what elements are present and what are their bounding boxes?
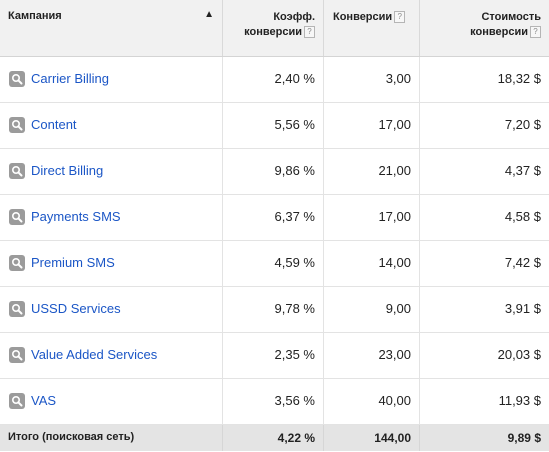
conversions-cell: 3,00: [324, 57, 420, 102]
campaign-cell: Value Added Services: [0, 333, 223, 378]
table-row: Payments SMS 6,37 % 17,00 4,58 $: [0, 195, 549, 241]
search-icon[interactable]: [9, 301, 25, 317]
campaign-link[interactable]: Content: [31, 117, 77, 132]
cost-per-conv-cell: 4,58 $: [504, 209, 541, 224]
table-row: Direct Billing 9,86 % 21,00 4,37 $: [0, 149, 549, 195]
cost-per-conv-cell: 20,03 $: [497, 347, 541, 362]
table-row: Content 5,56 % 17,00 7,20 $: [0, 103, 549, 149]
conv-rate-cell: 2,40 %: [223, 57, 324, 102]
column-header-campaign-label: Кампания: [8, 10, 62, 22]
conversions-cell: 14,00: [324, 241, 420, 286]
cost-per-conv-cell: 7,42 $: [504, 255, 541, 270]
column-header-cost-per-conv[interactable]: Стоимость конверсии?: [420, 0, 549, 56]
campaign-link[interactable]: USSD Services: [31, 301, 121, 316]
total-cost-per-conv: 9,89 $: [507, 431, 541, 445]
conv-rate-cell: 2,35 %: [223, 333, 324, 378]
conv-rate-cell: 6,37 %: [223, 195, 324, 240]
table-row: USSD Services 9,78 % 9,00 3,91 $: [0, 287, 549, 333]
column-header-conv-rate[interactable]: Коэфф. конверсии?: [223, 0, 324, 56]
campaign-cell: Payments SMS: [0, 195, 223, 240]
table-row: Premium SMS 4,59 % 14,00 7,42 $: [0, 241, 549, 287]
conv-rate-cell: 4,59 %: [223, 241, 324, 286]
conv-rate-cell: 9,86 %: [223, 149, 324, 194]
column-header-conversions[interactable]: Конверсии?: [324, 0, 420, 56]
column-header-cost-line1: Стоимость: [481, 11, 541, 23]
table-body: Carrier Billing 2,40 % 3,00 18,32 $ Content 5…: [0, 57, 549, 425]
table-header: Кампания ▲ Коэфф. конверсии? Конверсии? …: [0, 0, 549, 57]
cost-per-conv-cell: 11,93 $: [498, 393, 541, 408]
conversions-cell: 9,00: [324, 287, 420, 332]
search-icon[interactable]: [9, 163, 25, 179]
campaign-cell: VAS: [0, 379, 223, 424]
search-icon[interactable]: [9, 393, 25, 409]
help-icon[interactable]: ?: [394, 11, 406, 24]
conv-rate-cell: 3,56 %: [223, 379, 324, 424]
column-header-conv-rate-line2: конверсии: [244, 26, 302, 38]
table-row: Carrier Billing 2,40 % 3,00 18,32 $: [0, 57, 549, 103]
total-conversions: 144,00: [324, 425, 420, 451]
cost-per-conv-cell: 3,91 $: [504, 301, 541, 316]
campaign-cell: Direct Billing: [0, 149, 223, 194]
help-icon[interactable]: ?: [530, 26, 541, 39]
search-icon[interactable]: [9, 209, 25, 225]
table-row: Value Added Services 2,35 % 23,00 20,03 $: [0, 333, 549, 379]
help-icon[interactable]: ?: [304, 26, 315, 39]
column-header-campaign[interactable]: Кампания ▲: [0, 0, 223, 56]
column-header-conversions-label: Конверсии: [333, 11, 393, 23]
table-row: VAS 3,56 % 40,00 11,93 $: [0, 379, 549, 425]
campaign-link[interactable]: VAS: [31, 393, 57, 408]
search-icon[interactable]: [9, 117, 25, 133]
column-header-conv-rate-line1: Коэфф.: [273, 11, 315, 23]
search-icon[interactable]: [9, 255, 25, 271]
cost-per-conv-cell: 7,20 $: [504, 117, 541, 132]
campaign-link[interactable]: Value Added Services: [31, 347, 158, 362]
search-icon[interactable]: [9, 71, 25, 87]
total-row: Итого (поисковая сеть) 4,22 % 144,00 9,8…: [0, 425, 549, 451]
campaign-link[interactable]: Direct Billing: [31, 163, 104, 178]
conversions-cell: 40,00: [324, 379, 420, 424]
conversions-cell: 21,00: [324, 149, 420, 194]
conv-rate-cell: 9,78 %: [223, 287, 324, 332]
campaign-cell: Content: [0, 103, 223, 148]
conversions-cell: 23,00: [324, 333, 420, 378]
total-conv-rate: 4,22 %: [223, 425, 324, 451]
campaign-cell: USSD Services: [0, 287, 223, 332]
campaign-cell: Premium SMS: [0, 241, 223, 286]
conversions-cell: 17,00: [324, 103, 420, 148]
total-label: Итого (поисковая сеть): [0, 425, 223, 451]
column-header-cost-line2: конверсии: [470, 26, 528, 38]
campaign-link[interactable]: Payments SMS: [31, 209, 121, 224]
conv-rate-cell: 5,56 %: [223, 103, 324, 148]
cost-per-conv-cell: 18,32 $: [497, 71, 541, 86]
conversions-cell: 17,00: [324, 195, 420, 240]
cost-per-conv-cell: 4,37 $: [504, 163, 541, 178]
campaign-link[interactable]: Carrier Billing: [31, 71, 110, 86]
campaign-link[interactable]: Premium SMS: [31, 255, 115, 270]
campaign-cell: Carrier Billing: [0, 57, 223, 102]
search-icon[interactable]: [9, 347, 25, 363]
sort-arrow-up-icon[interactable]: ▲: [204, 9, 214, 20]
